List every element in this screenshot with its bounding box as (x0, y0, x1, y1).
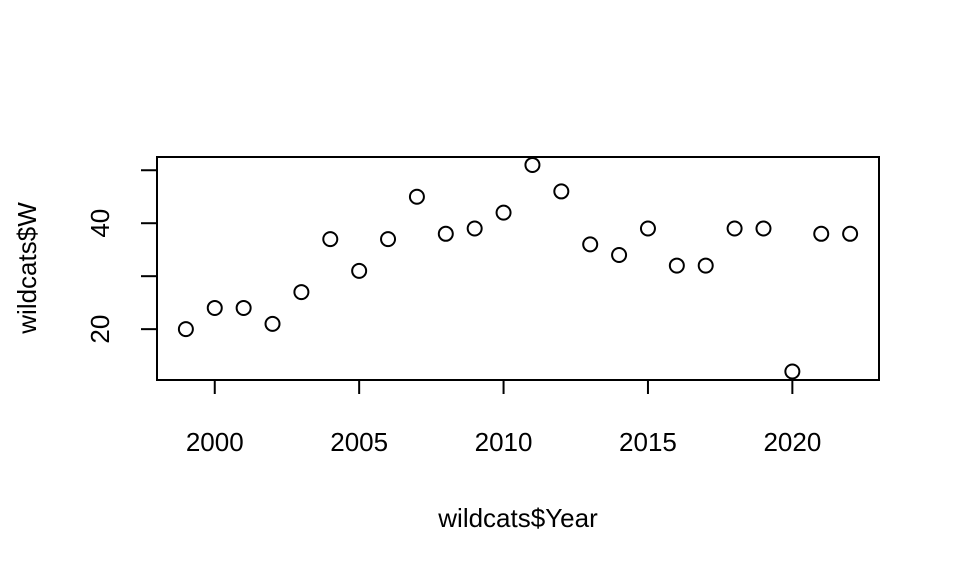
data-point (524, 156, 541, 173)
data-point (235, 299, 252, 316)
data-point (264, 315, 281, 332)
data-points (177, 156, 859, 380)
x-tick-label: 2000 (186, 427, 244, 457)
data-point (351, 262, 368, 279)
data-point (553, 183, 570, 200)
data-point (380, 231, 397, 248)
data-point (611, 246, 628, 263)
x-tick-label: 2015 (619, 427, 677, 457)
x-tick-label: 2020 (763, 427, 821, 457)
data-point (813, 225, 830, 242)
data-point (437, 225, 454, 242)
data-point (726, 220, 743, 237)
plot-frame (156, 156, 880, 381)
data-point (639, 220, 656, 237)
x-axis: 2000 2005 2010 2015 2020 (186, 379, 821, 457)
data-point (784, 363, 801, 380)
y-tick-label: 20 (85, 315, 115, 344)
x-axis-title: wildcats$Year (437, 503, 598, 533)
data-point (668, 257, 685, 274)
data-point (293, 284, 310, 301)
data-point (408, 188, 425, 205)
data-point (322, 231, 339, 248)
y-axis-title: wildcats$W (12, 202, 42, 335)
data-point (177, 321, 194, 338)
y-tick-label: 40 (85, 209, 115, 238)
data-point (206, 299, 223, 316)
data-point (466, 220, 483, 237)
data-point (755, 220, 772, 237)
data-point (842, 225, 859, 242)
data-point (582, 236, 599, 253)
data-point (697, 257, 714, 274)
data-point (495, 204, 512, 221)
x-tick-label: 2005 (330, 427, 388, 457)
x-tick-label: 2010 (475, 427, 533, 457)
